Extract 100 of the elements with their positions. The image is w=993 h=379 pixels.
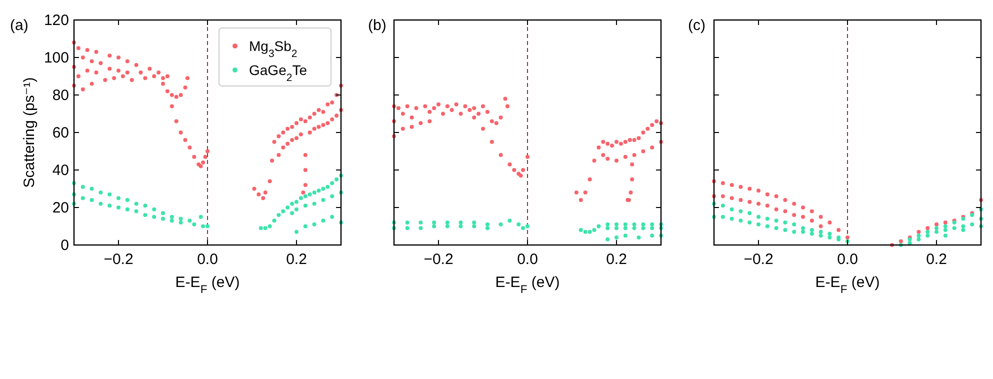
point (432, 220, 436, 224)
point (614, 236, 618, 240)
point (730, 183, 734, 187)
point (405, 226, 410, 230)
legend-label: GaGe$_{2}$Te (249, 62, 308, 84)
point (783, 228, 788, 232)
point (774, 207, 778, 212)
x-tick-label: −0.2 (744, 251, 774, 268)
point (765, 216, 770, 221)
point (738, 218, 743, 223)
point (592, 228, 596, 232)
y-tick-label: 80 (52, 87, 69, 104)
point (720, 204, 725, 208)
point (828, 232, 832, 236)
point (810, 218, 814, 223)
point (588, 230, 592, 234)
point (720, 194, 725, 198)
point (792, 222, 796, 226)
y-tick-label: 20 (52, 200, 69, 216)
point (774, 218, 778, 223)
point (614, 226, 618, 230)
point (783, 220, 788, 224)
point (801, 226, 805, 230)
point (432, 224, 436, 228)
point (828, 220, 832, 224)
point (810, 232, 814, 236)
point (606, 222, 610, 226)
point (756, 202, 760, 206)
point (418, 226, 423, 230)
chart-title: (a) (10, 17, 28, 34)
point (934, 222, 938, 226)
y-tick-label: 120 (44, 12, 69, 29)
point (485, 226, 490, 230)
point (756, 188, 760, 193)
point (405, 220, 410, 224)
point (765, 204, 770, 208)
point (521, 226, 526, 230)
point (846, 236, 850, 240)
y-tick-label: 40 (52, 162, 69, 179)
point (636, 236, 641, 240)
point (943, 224, 948, 228)
point (623, 226, 628, 230)
x-axis-title: E-E$_{F}$ (eV) (815, 274, 880, 296)
point (632, 222, 636, 226)
point (926, 234, 930, 238)
point (748, 186, 752, 191)
point (498, 222, 503, 226)
x-tick-label: 0.0 (517, 251, 538, 268)
chart-title: (c) (688, 17, 706, 34)
point (783, 198, 788, 202)
point (783, 209, 788, 214)
point (516, 222, 521, 226)
x-tick-label: 0.0 (837, 251, 858, 268)
point (748, 211, 752, 216)
x-axis-title: E-E$_{F}$ (eV) (495, 274, 560, 296)
point (943, 228, 948, 232)
point (943, 220, 948, 224)
point (756, 222, 760, 226)
point (508, 218, 512, 223)
chart-title: (b) (368, 17, 386, 34)
point (916, 230, 921, 234)
point (952, 226, 956, 230)
point (485, 222, 490, 226)
point (810, 209, 814, 214)
point (970, 222, 974, 226)
point (472, 220, 476, 224)
point (774, 194, 778, 198)
point (445, 224, 450, 228)
point (916, 234, 921, 238)
point (774, 226, 778, 230)
point (526, 224, 530, 228)
point (614, 222, 618, 226)
x-tick-label: 0.0 (197, 251, 218, 268)
point (730, 196, 734, 200)
point (418, 220, 423, 224)
point (765, 192, 770, 196)
point (623, 222, 628, 226)
point (801, 230, 805, 234)
point (748, 220, 752, 224)
x-tick-label: 0.2 (926, 251, 947, 268)
point (818, 214, 823, 219)
point (606, 237, 610, 242)
point (792, 213, 796, 217)
point (445, 220, 450, 224)
point (792, 202, 796, 206)
point (961, 224, 966, 228)
point (916, 237, 921, 242)
point (606, 226, 610, 230)
point (650, 226, 654, 230)
point (641, 226, 646, 230)
point (792, 230, 796, 234)
x-tick-label: 0.2 (286, 251, 307, 268)
point (961, 228, 966, 232)
point (641, 222, 646, 226)
point (738, 184, 743, 189)
point (934, 230, 938, 234)
point (720, 181, 725, 186)
x-tick-label: 0.2 (606, 251, 627, 268)
point (738, 209, 743, 214)
y-axis-title: Scattering (ps⁻¹) (21, 77, 38, 188)
